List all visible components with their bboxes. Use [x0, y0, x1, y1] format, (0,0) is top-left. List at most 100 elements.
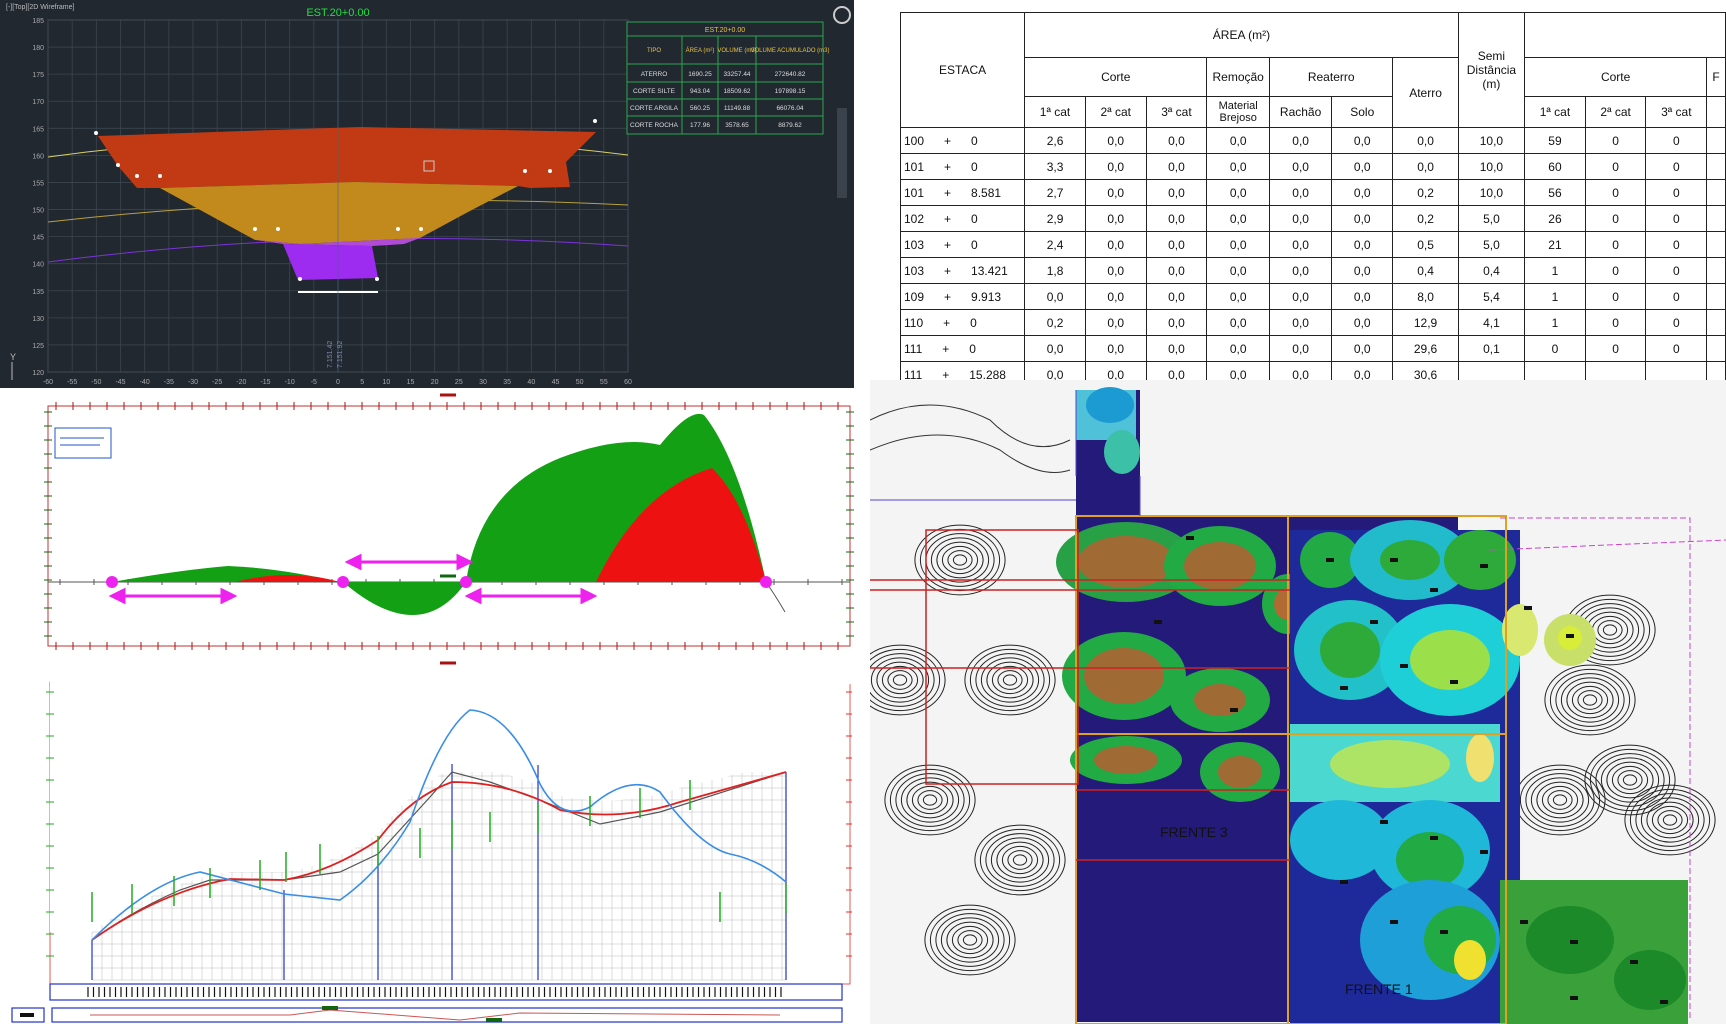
vertical-scrollbar[interactable]: [837, 108, 847, 198]
header-solo: Solo: [1331, 96, 1394, 128]
legend-cell: 943.04: [690, 88, 710, 95]
header-rachao: Rachão: [1269, 96, 1333, 128]
cell-v2: 0: [1584, 153, 1647, 180]
cell-ater: 8,0: [1392, 283, 1459, 310]
x-tick-label: -25: [212, 379, 222, 386]
cell-v3: 0: [1645, 179, 1708, 206]
cell-c1: 2,7: [1024, 179, 1086, 206]
section-x-ticks: -60 -55 -50 -45 -40 -35 -30 -25 -20 -15 -10 -5 0 5 10 1…: [43, 379, 632, 386]
cell-c3: 0,0: [1145, 309, 1208, 336]
cell-truncated: [1706, 309, 1726, 336]
cell-estaca: 101 + 8.581: [899, 179, 1026, 206]
table-row: 100 + 0 2,6 0,0 0,0 0,0 0,0 0,0 0,0 10,0 59 0 0: [899, 127, 1726, 154]
cell-c3: 0,0: [1145, 153, 1208, 180]
cell-rac: 0,0: [1269, 283, 1333, 310]
cell-c3: 0,0: [1145, 205, 1208, 232]
cell-semi: 0,1: [1457, 335, 1526, 362]
cell-c2: 0,0: [1084, 153, 1147, 180]
y-tick-label: 165: [32, 126, 44, 133]
legend-cell: 1690.25: [688, 71, 712, 78]
table-row: 103 + 13.421 1,8 0,0 0,0 0,0 0,0 0,0 0,4 0,4 1 0 0: [899, 257, 1726, 284]
x-tick-label: -35: [164, 379, 174, 386]
table-row: 109 + 9.913 0,0 0,0 0,0 0,0 0,0 0,0 8,0 5,4 1 0 0: [899, 283, 1726, 310]
x-tick-label: 30: [479, 379, 487, 386]
cell-rem: 0,0: [1206, 153, 1271, 180]
legend-cell: 560.25: [690, 105, 710, 112]
header-cat2: 2ª cat: [1084, 96, 1147, 128]
cell-v1: 56: [1524, 179, 1586, 206]
cell-v3: 0: [1645, 127, 1708, 154]
cell-ater: 0,0: [1392, 127, 1459, 154]
cell-c2: 0,0: [1084, 309, 1147, 336]
legend-cell: 272640.82: [775, 71, 806, 78]
x-tick-label: 50: [576, 379, 584, 386]
x-tick-label: 20: [431, 379, 439, 386]
cell-rac: 0,0: [1269, 231, 1333, 258]
cell-rem: 0,0: [1206, 231, 1271, 258]
design-grade-line: [91, 771, 787, 941]
area-volume-table: ESTACA ÁREA (m²) Semi Distância (m) Cort…: [899, 12, 1726, 385]
band-label-box: [11, 1007, 45, 1023]
table-row: 101 + 8.581 2,7 0,0 0,0 0,0 0,0 0,0 0,2 10,0 56 0 0: [899, 179, 1726, 206]
x-tick-label: 55: [600, 379, 608, 386]
header-corte-volume: Corte: [1524, 57, 1708, 97]
x-tick-label: -20: [236, 379, 246, 386]
cell-truncated: [1706, 361, 1726, 385]
viewcube-icon[interactable]: [833, 6, 851, 24]
section-markers: [94, 119, 597, 281]
y-tick-label: 180: [32, 45, 44, 52]
cell-c1: 0,0: [1024, 283, 1086, 310]
cell-rem: 0,0: [1206, 335, 1271, 362]
zone-frente-1: FRENTE 1: [1290, 520, 1520, 1024]
legend-cell: ATERRO: [641, 71, 668, 78]
cell-truncated: [1706, 205, 1726, 232]
cell-semi: 10,0: [1457, 127, 1526, 154]
cell-rem: 0,0: [1206, 127, 1271, 154]
site-heatmap[interactable]: FRENTE 3 FRENTE 1: [870, 380, 1726, 1024]
profile-stake-marks: [91, 780, 787, 922]
table-row: 102 + 0 2,9 0,0 0,0 0,0 0,0 0,0 0,2 5,0 26 0 0: [899, 205, 1726, 232]
legend-cell: 3578.65: [725, 122, 749, 129]
x-tick-label: 35: [503, 379, 511, 386]
x-tick-label: 0: [336, 379, 340, 386]
table-row: 101 + 0 3,3 0,0 0,0 0,0 0,0 0,0 0,0 10,0 60 0 0: [899, 153, 1726, 180]
cell-semi: 5,0: [1457, 205, 1526, 232]
balance-points: [106, 576, 772, 588]
crosshair-cursor: [423, 160, 435, 172]
cell-solo: 0,0: [1331, 205, 1394, 232]
legend-header: VOLUME (m3): [717, 48, 756, 54]
x-tick-label: -10: [285, 379, 295, 386]
cell-c3: 0,0: [1145, 335, 1208, 362]
contour-lines: [870, 404, 1716, 976]
cell-ater: 0,2: [1392, 179, 1459, 206]
y-tick-label: 175: [32, 72, 44, 79]
section-y-ticks: 185 180 175 170 165 160 155 150 145 140 135 130 125 1…: [32, 18, 44, 377]
legend-cell: 11149.88: [724, 105, 751, 112]
y-tick-label: 160: [32, 153, 44, 160]
cell-v3: 0: [1645, 153, 1708, 180]
cell-v2: 0: [1584, 283, 1647, 310]
x-tick-label: 15: [407, 379, 415, 386]
x-tick-label: -15: [260, 379, 270, 386]
cell-c3: 0,0: [1145, 257, 1208, 284]
cell-ater: 29,6: [1392, 335, 1459, 362]
longitudinal-profile: [0, 672, 860, 1024]
header-semi-distancia: Semi Distância (m): [1457, 12, 1526, 128]
mass-green-2: [343, 582, 466, 615]
header-area: ÁREA (m²): [1024, 12, 1459, 58]
cell-c2: 0,0: [1084, 205, 1147, 232]
profile-station-lines: [91, 764, 787, 980]
y-tick-label: 135: [32, 289, 44, 296]
header-cat1: 1ª cat: [1024, 96, 1086, 128]
cad-cross-section-viewport[interactable]: [-][Top][2D Wireframe] EST.20+0.00 185 18…: [0, 0, 854, 388]
viewport-label[interactable]: [-][Top][2D Wireframe]: [6, 4, 75, 11]
x-tick-label: -55: [67, 379, 77, 386]
cell-truncated: [1706, 153, 1726, 180]
cell-estaca: 101 + 0: [899, 153, 1026, 180]
station-band: [49, 983, 843, 1001]
cell-rem: 0,0: [1206, 309, 1271, 336]
argila-layer: [255, 238, 420, 246]
cell-c1: 1,8: [1024, 257, 1086, 284]
legend-cell: CORTE ROCHA: [630, 122, 679, 129]
section-title: EST.20+0.00: [306, 7, 369, 19]
